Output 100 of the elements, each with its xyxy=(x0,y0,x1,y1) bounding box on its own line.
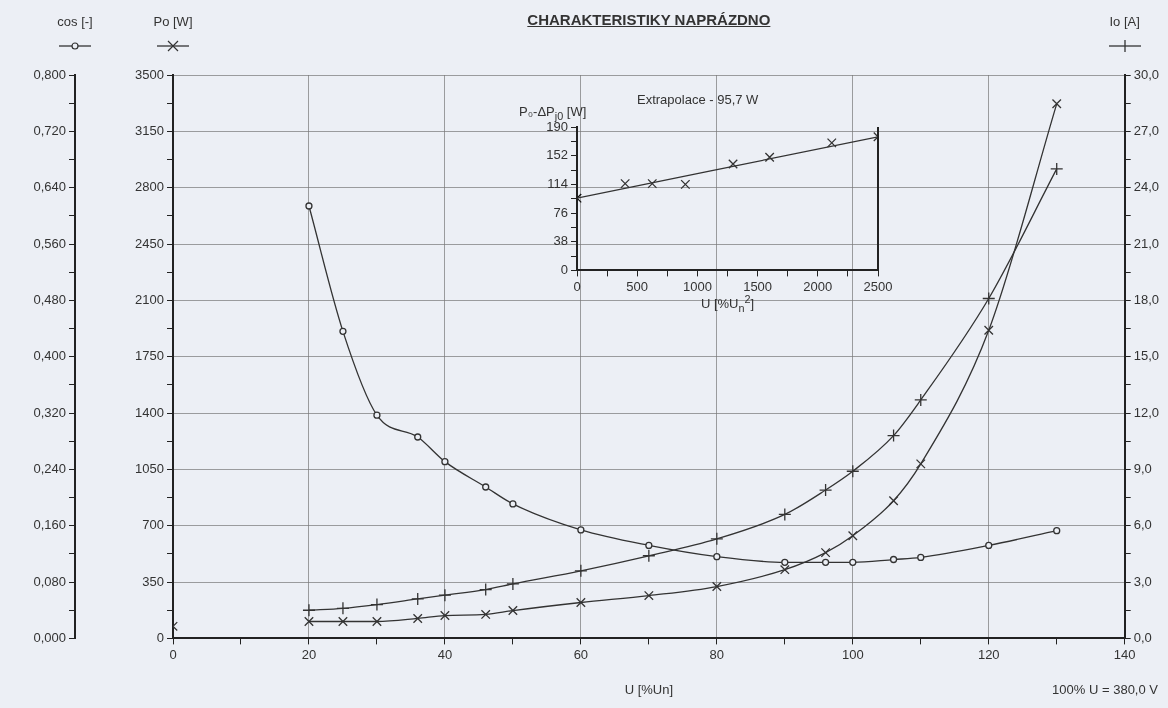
point xyxy=(886,428,901,443)
y3-tick-label: 0,320 xyxy=(33,404,66,420)
point xyxy=(574,564,588,578)
point xyxy=(338,616,348,627)
x-tick-label: 100 xyxy=(841,646,864,662)
point xyxy=(914,393,928,407)
point xyxy=(821,558,830,566)
y2-tick-label: 24,0 xyxy=(1133,179,1160,195)
y3-tick-label: 0,720 xyxy=(33,122,66,138)
y3-tick-label: 0,480 xyxy=(33,291,66,307)
point xyxy=(479,582,493,597)
y-tick-label: 38 xyxy=(553,233,568,249)
point xyxy=(985,541,993,550)
x-tick-label: 80 xyxy=(709,646,725,662)
point xyxy=(482,483,490,491)
point xyxy=(304,616,314,627)
point xyxy=(778,507,792,522)
x-tick-label: 1000 xyxy=(682,278,712,294)
point xyxy=(711,581,722,592)
y2-tick-label: 21,0 xyxy=(1133,235,1160,251)
y-tick-label: 114 xyxy=(547,175,568,191)
y3-tick-label: 0,400 xyxy=(33,348,66,364)
point xyxy=(480,609,491,620)
point xyxy=(370,597,384,612)
y-tick-label: 76 xyxy=(553,204,568,220)
point xyxy=(642,549,656,563)
y-tick-label: 1750 xyxy=(135,348,164,364)
y3-axis-title: cos [-] xyxy=(57,14,93,29)
point xyxy=(412,613,423,624)
y-tick-label: 2450 xyxy=(135,235,164,251)
point xyxy=(826,137,837,148)
y-tick-label: 3150 xyxy=(135,122,164,138)
x-axis-title: U [%Un] xyxy=(624,682,674,698)
point xyxy=(849,558,857,566)
point xyxy=(847,530,858,541)
y2-tick-label: 12,0 xyxy=(1133,404,1160,420)
point xyxy=(728,159,738,169)
point xyxy=(820,547,831,558)
y-axis-title: Po [W] xyxy=(153,14,193,29)
y3-tick-label: 0,640 xyxy=(33,179,66,195)
chart-title: Extrapolace - 95,7 W xyxy=(637,92,759,107)
x-tick-label: 20 xyxy=(301,646,317,662)
point xyxy=(982,291,996,306)
y2-tick-label: 27,0 xyxy=(1133,122,1160,138)
x-tick-label: 1500 xyxy=(743,278,773,294)
y3-tick-label: 0,800 xyxy=(33,66,66,82)
point xyxy=(680,179,691,190)
point xyxy=(1050,162,1064,176)
point xyxy=(302,603,316,617)
point xyxy=(305,202,313,210)
chart-title: CHARAKTERISTIKY NAPRÁZDNO xyxy=(527,11,771,28)
x-tick-label: 2500 xyxy=(863,278,893,294)
y3-tick-label: 0,080 xyxy=(33,573,66,589)
x-tick-label: 120 xyxy=(977,646,1000,662)
y2-tick-label: 9,0 xyxy=(1133,460,1152,476)
x-tick-label: 2000 xyxy=(803,278,833,294)
point xyxy=(643,590,654,601)
y2-tick-label: 18,0 xyxy=(1133,291,1160,307)
point xyxy=(441,457,449,466)
x-tick-label: 0 xyxy=(169,646,177,662)
point xyxy=(339,327,347,335)
point xyxy=(620,178,631,189)
point xyxy=(1051,98,1062,109)
point xyxy=(440,610,450,621)
point xyxy=(373,411,381,419)
point xyxy=(983,325,994,336)
y-tick-label: 0 xyxy=(156,629,164,645)
point xyxy=(336,601,350,615)
point xyxy=(508,605,518,616)
point xyxy=(575,597,586,608)
point xyxy=(889,555,898,564)
y3-tick-label: 0,160 xyxy=(33,517,66,533)
y2-tick-label: 15,0 xyxy=(1133,348,1160,364)
point xyxy=(888,495,899,506)
point xyxy=(917,553,925,562)
x-tick-label: 500 xyxy=(626,278,649,294)
point xyxy=(645,541,653,550)
point xyxy=(779,564,790,575)
point xyxy=(764,152,775,163)
y3-tick-label: 0,560 xyxy=(33,235,66,251)
y-tick-label: 0 xyxy=(560,261,568,277)
point xyxy=(818,483,833,497)
point xyxy=(713,553,721,561)
point xyxy=(781,558,789,566)
y2-tick-label: 6,0 xyxy=(1133,517,1152,533)
point xyxy=(509,500,517,508)
point xyxy=(506,577,520,591)
point xyxy=(372,616,382,627)
y-tick-label: 152 xyxy=(546,147,568,163)
point xyxy=(647,178,658,189)
x-tick-label: 60 xyxy=(573,646,589,662)
x-tick-label: 0 xyxy=(573,278,581,294)
y-tick-label: 1050 xyxy=(135,460,164,476)
point xyxy=(438,588,452,602)
point xyxy=(710,532,724,546)
point xyxy=(411,592,425,606)
point xyxy=(846,464,860,478)
point xyxy=(1053,527,1061,535)
y2-tick-label: 30,0 xyxy=(1133,66,1160,82)
y-tick-label: 2100 xyxy=(135,291,164,307)
